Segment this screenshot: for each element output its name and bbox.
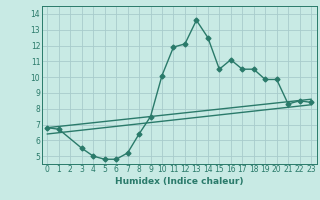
X-axis label: Humidex (Indice chaleur): Humidex (Indice chaleur) [115,177,244,186]
